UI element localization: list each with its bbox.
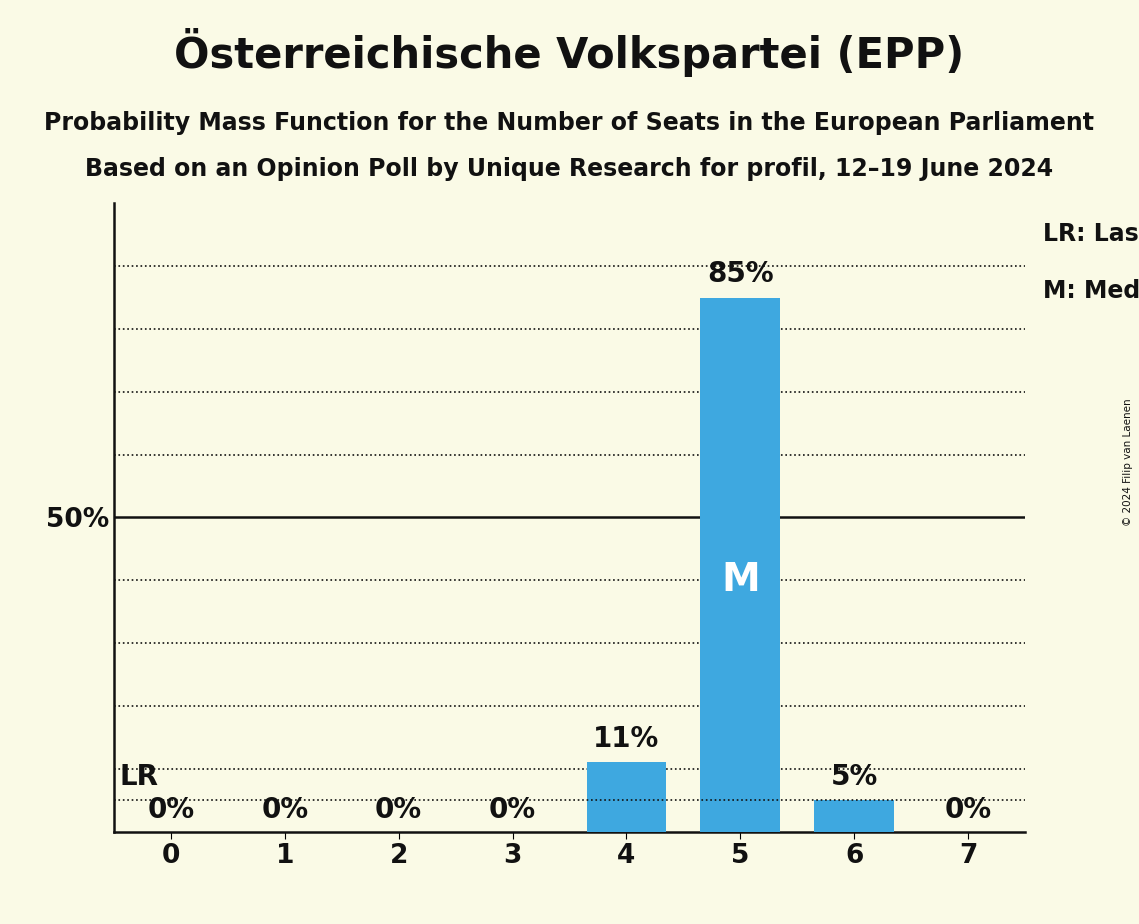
Text: 11%: 11%: [593, 725, 659, 753]
Text: 0%: 0%: [261, 796, 309, 824]
Text: LR: Last Result: LR: Last Result: [1043, 222, 1139, 246]
Text: 5%: 5%: [830, 762, 878, 791]
Text: M: M: [721, 561, 760, 600]
Text: LR: LR: [120, 762, 158, 791]
Text: 85%: 85%: [707, 260, 773, 288]
Bar: [587, 762, 666, 832]
Text: 0%: 0%: [375, 796, 423, 824]
Text: 0%: 0%: [489, 796, 536, 824]
Text: 0%: 0%: [944, 796, 992, 824]
Text: Österreichische Volkspartei (EPP): Österreichische Volkspartei (EPP): [174, 28, 965, 77]
Text: Probability Mass Function for the Number of Seats in the European Parliament: Probability Mass Function for the Number…: [44, 111, 1095, 135]
Text: Based on an Opinion Poll by Unique Research for profil, 12–19 June 2024: Based on an Opinion Poll by Unique Resea…: [85, 157, 1054, 181]
Bar: [700, 298, 780, 832]
Text: M: Median: M: Median: [1043, 279, 1139, 303]
Text: 0%: 0%: [147, 796, 195, 824]
Bar: [814, 800, 894, 832]
Text: © 2024 Filip van Laenen: © 2024 Filip van Laenen: [1123, 398, 1133, 526]
